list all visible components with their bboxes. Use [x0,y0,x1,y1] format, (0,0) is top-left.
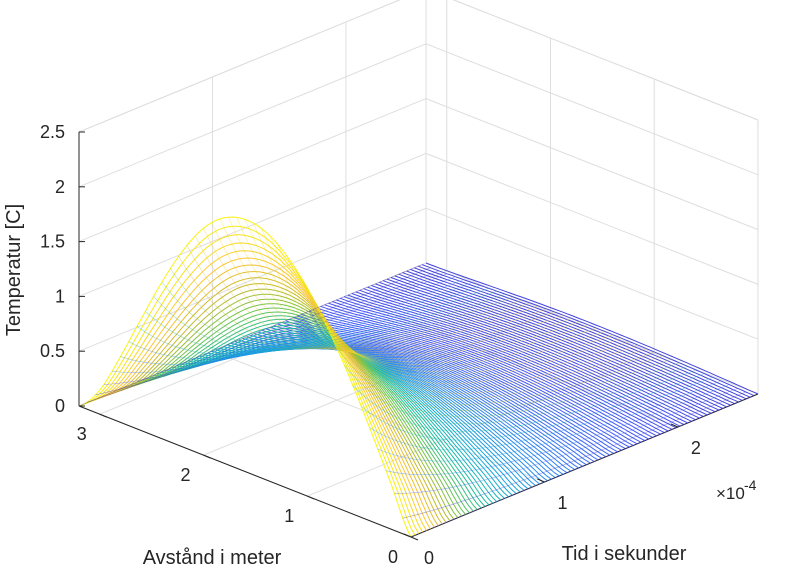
mesh-column [319,311,663,405]
z-tick-label: 2 [55,177,65,197]
x-tick-label: 1 [284,506,294,526]
mesh-column [128,282,473,360]
mesh-column [336,346,680,418]
mesh-column [352,369,697,432]
y-tick-label: 2 [691,438,701,458]
mesh-column [219,218,564,357]
z-tick-label: 2.5 [40,122,65,142]
mesh-column [236,217,580,362]
x-tick-label: 0 [388,547,398,567]
mesh-column [327,328,672,411]
z-tick-label: 0 [55,396,65,416]
mesh-column [112,276,456,373]
mesh-column [186,245,531,350]
mesh-column [361,373,705,441]
mesh-column [194,235,539,351]
y-axis-label: Tid i sekunder [562,543,687,565]
mesh-column [253,222,597,369]
surface-mesh [78,216,759,538]
mesh-column [228,217,572,359]
mesh-column [95,270,439,396]
mesh-column [269,235,614,376]
mesh-column [286,255,630,385]
x-axis-label: Avstånd i meter [143,547,282,568]
mesh-row [421,264,755,397]
mesh-column [311,295,655,399]
mesh-column [178,256,522,350]
mesh-column [136,285,481,355]
mesh-column [386,384,730,476]
mesh-column [344,365,688,425]
mesh-column [145,288,489,353]
x-tick-label: 3 [77,424,87,444]
mesh-column [78,264,423,407]
mesh-column [153,290,497,351]
mesh-row [425,262,759,395]
mesh-column [87,267,431,403]
mesh-column [377,380,722,462]
y-axis-exponent-base: ×10 [716,484,745,503]
mesh-column [203,228,547,353]
y-axis-ticks: 0 1 2 [403,423,701,568]
mesh-column [120,279,464,365]
y-axis-exponent-power: -4 [744,477,757,493]
y-tick-label: 0 [424,548,434,568]
z-axis-label: Temperatur [C] [3,204,25,336]
mesh-column [394,388,738,494]
y-tick-label: 1 [557,493,567,513]
mesh-column [410,395,755,538]
mesh-column [170,268,514,349]
mesh-column [161,281,506,350]
mesh-column [244,219,589,365]
z-tick-label: 0.5 [40,341,65,361]
mesh-column [369,377,713,451]
mesh-column [402,391,746,519]
mesh-column [277,244,622,380]
z-axis-ticks: 0 0.5 1 1.5 2 2.5 [40,122,85,416]
x-tick-label: 2 [180,465,190,485]
z-tick-label: 1 [55,286,65,306]
mesh-column [302,280,647,394]
mesh-column [261,228,605,372]
z-tick-label: 1.5 [40,232,65,252]
mesh-column [211,222,555,355]
x-axis-ticks: 0 1 2 3 [77,413,419,567]
